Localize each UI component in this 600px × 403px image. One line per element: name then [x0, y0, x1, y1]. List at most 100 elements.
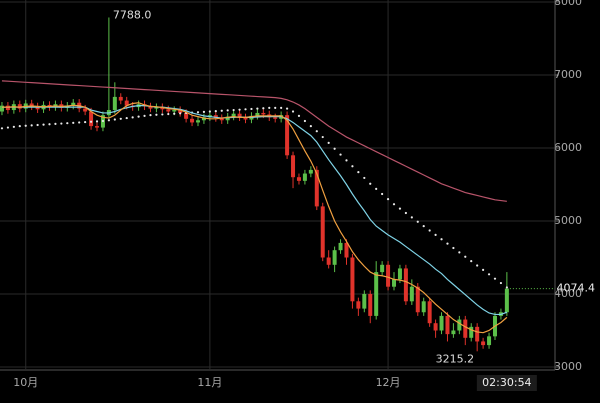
- min-label: 3215.2: [436, 352, 475, 365]
- candle-body: [397, 268, 402, 280]
- y-tick-label: 5000: [554, 214, 582, 227]
- ma-dot: [125, 116, 128, 120]
- candle-body: [350, 257, 355, 302]
- ma-dot: [179, 112, 182, 115]
- ma-dot: [339, 153, 342, 156]
- ma-dot: [30, 124, 33, 127]
- ma-dot: [345, 159, 348, 162]
- ma-dot: [297, 114, 301, 117]
- candle-body: [213, 115, 218, 119]
- ma-dot: [208, 110, 211, 113]
- ma-dot: [214, 110, 217, 113]
- ma-dot: [321, 135, 324, 139]
- candle-body: [445, 315, 450, 335]
- candle-body: [291, 155, 296, 178]
- candle-body: [184, 112, 189, 119]
- ma-dot: [36, 123, 39, 127]
- ma-dot: [155, 113, 158, 116]
- x-tick-label: 10月: [13, 376, 38, 389]
- ma-dot: [220, 109, 223, 112]
- candle-body: [326, 257, 331, 265]
- ma-dot: [54, 122, 57, 126]
- ma-dot: [476, 264, 479, 267]
- ma-line: [1, 80, 507, 202]
- ma-dot: [268, 106, 271, 109]
- candle-body: [273, 117, 278, 119]
- candle-body: [178, 110, 183, 113]
- candle-body: [166, 109, 171, 112]
- candle-body: [29, 103, 34, 107]
- ma-dot: [6, 126, 10, 129]
- candle-body: [338, 242, 343, 251]
- ma-dot: [113, 118, 116, 121]
- ma-dot: [351, 165, 354, 168]
- ma-dot: [464, 255, 467, 258]
- y-tick-label: 7000: [554, 68, 582, 81]
- candle-body: [219, 118, 224, 121]
- ma-dot: [238, 108, 241, 111]
- ma-dot: [499, 281, 503, 285]
- ma-dot: [101, 119, 105, 123]
- ma-dot: [95, 120, 99, 123]
- ma-dot: [422, 225, 425, 228]
- candle-body: [308, 169, 313, 174]
- ma-dot: [149, 114, 152, 117]
- candle-body: [231, 113, 236, 117]
- y-tick-label: 4000: [554, 287, 582, 300]
- max-label: 7788.0: [113, 8, 152, 21]
- candle-body: [0, 105, 4, 112]
- candle-body: [362, 294, 367, 309]
- candle-body: [237, 113, 242, 118]
- candle-body: [296, 177, 301, 181]
- candle-body: [380, 264, 385, 273]
- ma-dot: [458, 251, 461, 254]
- ma-dot: [18, 125, 21, 128]
- candle-body: [190, 118, 195, 123]
- candle-body: [195, 120, 200, 123]
- ma-dot: [404, 211, 407, 215]
- candle-body: [17, 104, 22, 109]
- ma-dot: [256, 107, 259, 110]
- candle-body: [415, 286, 420, 313]
- ma-dot: [262, 107, 265, 110]
- candle-body: [487, 336, 492, 346]
- candle-body: [386, 264, 391, 287]
- ma-dot: [309, 125, 312, 128]
- candle-body: [475, 326, 480, 342]
- ma-dot: [42, 123, 45, 126]
- y-tick-label: 8000: [554, 0, 582, 8]
- ma-dot: [244, 108, 247, 111]
- candle-body: [148, 106, 153, 109]
- y-tick-label: 6000: [554, 141, 582, 154]
- ma-dot: [333, 147, 336, 150]
- ma-dot: [416, 220, 419, 223]
- candle-body: [255, 112, 260, 116]
- time-box: [476, 375, 537, 391]
- ma-dot: [434, 233, 437, 236]
- ma-dot: [428, 229, 431, 232]
- candle-body: [433, 323, 438, 331]
- candle-body: [95, 126, 100, 128]
- ma-dot: [410, 216, 413, 219]
- candle-body: [89, 111, 94, 127]
- y-tick-label: 3000: [554, 360, 582, 373]
- ma-dot: [137, 115, 140, 118]
- ma-dot: [72, 121, 75, 124]
- candle-body: [261, 112, 266, 115]
- ma-dot: [440, 238, 443, 241]
- candle-body: [427, 301, 432, 324]
- ma-dot: [12, 125, 15, 128]
- ma-dot: [78, 121, 81, 124]
- candle-body: [463, 319, 468, 338]
- ma-dot: [131, 116, 134, 119]
- candle-body: [314, 169, 319, 207]
- ma-dot: [470, 260, 473, 263]
- candle-body: [356, 301, 361, 309]
- candle-body: [71, 102, 76, 106]
- ma-dot: [291, 110, 295, 113]
- ma-dot: [161, 113, 164, 116]
- ma-dot: [398, 207, 402, 210]
- ma-dot: [250, 107, 253, 111]
